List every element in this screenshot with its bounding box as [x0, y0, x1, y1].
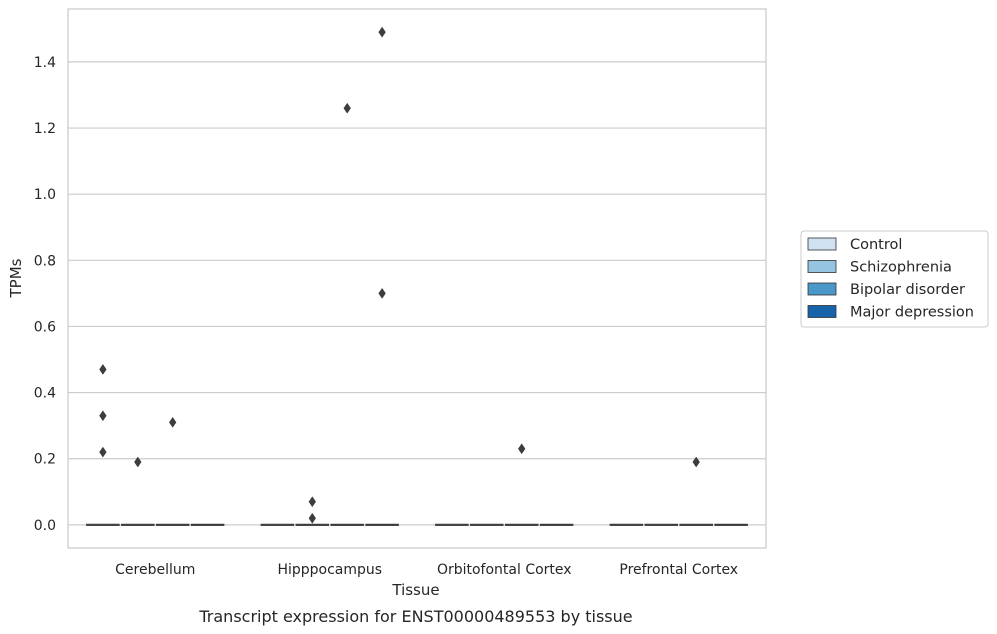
- outlier-point: [99, 410, 107, 422]
- y-tick-label: 0.6: [34, 319, 56, 335]
- outlier-point: [517, 443, 526, 455]
- y-tick-label: 1.0: [34, 187, 56, 203]
- y-tick-label: 0.2: [34, 452, 56, 468]
- legend-swatch: [807, 237, 837, 251]
- outlier-point: [692, 456, 700, 468]
- legend: Control Schizophrenia Bipolar disorder Majo…: [800, 230, 989, 328]
- outlier-point: [168, 416, 177, 428]
- x-tick-label: Cerebellum: [115, 562, 195, 578]
- x-tick-label: Hipppocampus: [277, 562, 382, 578]
- legend-label: Bipolar disorder: [850, 282, 965, 298]
- legend-swatch: [807, 282, 837, 296]
- legend-label: Schizophrenia: [850, 260, 952, 276]
- outlier-point: [343, 102, 351, 114]
- x-tick-label: Orbitofontal Cortex: [437, 562, 572, 578]
- x-tick-label: Prefrontal Cortex: [619, 562, 738, 578]
- outlier-point: [99, 446, 107, 458]
- legend-swatch: [807, 305, 837, 318]
- outlier-point: [99, 363, 107, 375]
- y-tick-label: 0.0: [34, 518, 56, 534]
- outlier-point: [378, 287, 386, 299]
- outlier-point: [378, 26, 386, 38]
- legend-frame: [800, 230, 989, 328]
- legend-swatch: [807, 260, 837, 273]
- outlier-point: [308, 496, 317, 508]
- outlier-point: [308, 512, 317, 524]
- legend-label: Major depression: [850, 305, 974, 321]
- plot-area-frame: [67, 8, 767, 549]
- outlier-point: [134, 456, 142, 468]
- y-tick-label: 1.4: [34, 55, 56, 71]
- chart-caption: Transcript expression for ENST0000048955…: [198, 607, 632, 626]
- legend-label: Control: [850, 237, 902, 253]
- x-axis-label: Tissue: [391, 581, 439, 599]
- y-axis-label: TPMs: [7, 258, 25, 298]
- y-tick-label: 0.8: [34, 253, 56, 269]
- y-tick-label: 0.4: [34, 386, 56, 402]
- y-tick-label: 1.2: [34, 121, 56, 137]
